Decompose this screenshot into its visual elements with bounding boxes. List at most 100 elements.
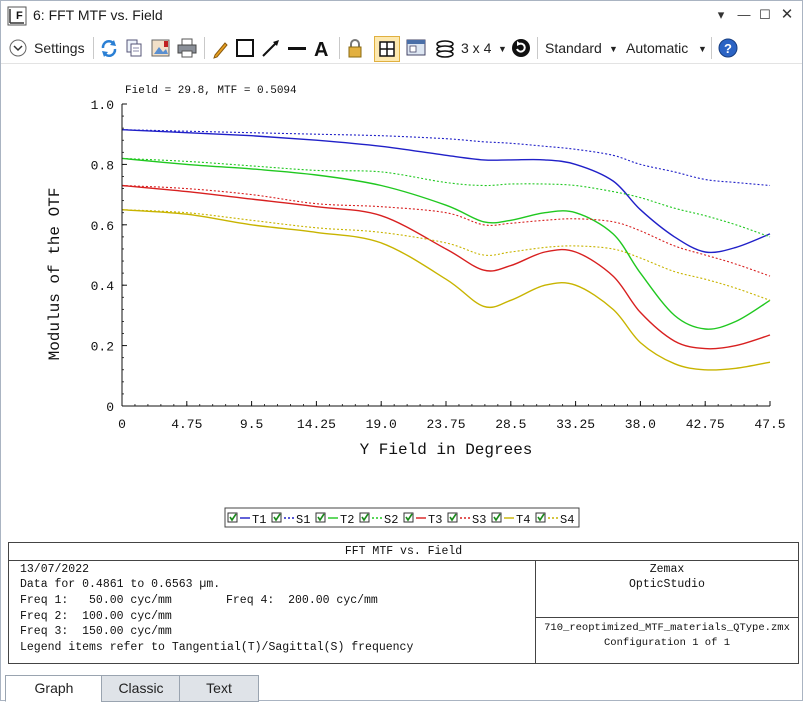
save-image-icon[interactable] xyxy=(150,37,172,59)
close-button[interactable]: ✕ xyxy=(780,6,794,23)
info-freq1: Freq 1: 50.00 cyc/mm xyxy=(20,594,172,607)
settings-button[interactable]: Settings xyxy=(34,40,85,56)
info-freq3: Freq 3: 150.00 cyc/mm xyxy=(20,625,172,638)
y-tick-label: 0.6 xyxy=(91,219,114,234)
legend-label: S1 xyxy=(296,513,310,527)
rectangle-icon[interactable] xyxy=(235,37,255,59)
x-tick-label: 14.25 xyxy=(297,417,336,432)
help-icon[interactable]: ? xyxy=(717,37,739,59)
x-axis-title: Y Field in Degrees xyxy=(360,441,533,459)
legend-label: T3 xyxy=(428,513,442,527)
series-line-s4 xyxy=(121,209,771,301)
x-tick-label: 19.0 xyxy=(366,417,397,432)
text-tool-icon[interactable]: A xyxy=(312,37,334,59)
legend-check-icon xyxy=(405,513,413,522)
legend-check-icon xyxy=(273,513,281,522)
print-icon[interactable] xyxy=(176,37,198,59)
plot-area[interactable]: Field = 29.8, MTF = 0.5094 0 4.75 9.5 14.25… xyxy=(1,64,802,539)
info-divider xyxy=(536,617,798,618)
cursor-readout: Field = 29.8, MTF = 0.5094 xyxy=(125,85,297,97)
legend-checkbox xyxy=(491,512,502,523)
legend-label: S2 xyxy=(384,513,398,527)
pencil-icon[interactable] xyxy=(210,37,230,59)
legend-label: S3 xyxy=(472,513,486,527)
copy-icon[interactable] xyxy=(124,37,144,59)
series-line-s1 xyxy=(121,129,771,187)
tab-classic[interactable]: Classic xyxy=(101,675,181,702)
line-icon[interactable] xyxy=(286,37,308,59)
rotate-icon[interactable] xyxy=(510,37,532,59)
x-tick-label: 28.5 xyxy=(495,417,526,432)
info-date: 13/07/2022 xyxy=(20,563,90,576)
tab-graph[interactable]: Graph xyxy=(5,675,103,702)
layers-icon[interactable] xyxy=(434,37,456,59)
layout-dropdown-arrow-icon[interactable]: ▼ xyxy=(498,44,507,54)
x-tick-label: 33.25 xyxy=(556,417,595,432)
x-tick-label: 9.5 xyxy=(240,417,263,432)
standard-dropdown[interactable]: Standard xyxy=(545,40,602,56)
svg-text:F: F xyxy=(16,10,23,22)
info-file: 710_reoptimized_MTF_materials_QType.zmx xyxy=(544,622,790,634)
svg-text:?: ? xyxy=(724,41,732,56)
view-tabs: Graph Classic Text xyxy=(1,675,802,702)
x-tick-label: 23.75 xyxy=(426,417,465,432)
legend-checkbox xyxy=(447,512,458,523)
info-panel: FFT MTF vs. Field 13/07/2022 Data for 0.… xyxy=(8,542,799,664)
lock-icon[interactable] xyxy=(345,37,365,59)
settings-chevron-icon[interactable] xyxy=(9,39,27,57)
automatic-dropdown-arrow-icon[interactable]: ▼ xyxy=(698,44,707,54)
y-tick-label: 1.0 xyxy=(91,98,114,113)
y-tick-label: 0.2 xyxy=(91,340,114,355)
legend-check-icon xyxy=(229,513,237,522)
legend-check-icon xyxy=(361,513,369,522)
y-tick-label: 0.4 xyxy=(91,279,115,294)
legend: T1 S1 T2 S2 T3 S3 T4 S4 xyxy=(224,507,580,528)
zoom-fit-icon xyxy=(379,41,395,57)
legend-label: T4 xyxy=(516,513,530,527)
info-freq4: Freq 4: 200.00 cyc/mm xyxy=(226,594,378,607)
legend-checkbox xyxy=(403,512,414,523)
layout-dropdown[interactable]: 3 x 4 xyxy=(461,40,492,56)
toolbar-divider xyxy=(537,37,538,59)
legend-label: T2 xyxy=(340,513,354,527)
svg-text:A: A xyxy=(314,39,328,59)
zoom-fit-button[interactable] xyxy=(374,36,400,62)
info-legend-note: Legend items refer to Tangential(T)/Sagi… xyxy=(20,641,414,654)
y-tick-label: 0 xyxy=(106,400,114,415)
mtf-chart[interactable]: Field = 29.8, MTF = 0.5094 0 4.75 9.5 14.25… xyxy=(1,64,802,539)
legend-check-icon xyxy=(449,513,457,522)
info-data-range: Data for 0.4861 to 0.6563 µm. xyxy=(20,578,221,591)
series-line-s3 xyxy=(121,184,771,277)
info-company: Zemax xyxy=(649,563,685,576)
toolbar-divider xyxy=(93,37,94,59)
tab-text[interactable]: Text xyxy=(179,675,259,702)
window-title: 6: FFT MTF vs. Field xyxy=(33,7,163,23)
maximize-button[interactable]: ☐ xyxy=(759,7,771,22)
toolbar-divider xyxy=(711,37,712,59)
legend-check-icon xyxy=(493,513,501,522)
info-header: FFT MTF vs. Field xyxy=(9,543,798,561)
series-line-t4 xyxy=(121,209,771,371)
automatic-dropdown[interactable]: Automatic xyxy=(626,40,689,56)
legend-label: T1 xyxy=(252,513,266,527)
info-divider xyxy=(535,561,536,663)
legend-box xyxy=(224,507,580,528)
toolbar-divider xyxy=(204,37,205,59)
series-line-t1 xyxy=(121,129,771,254)
minimize-button[interactable]: — xyxy=(737,7,751,22)
x-tick-label: 4.75 xyxy=(171,417,202,432)
arrow-line-icon[interactable] xyxy=(260,37,282,59)
refresh-icon[interactable] xyxy=(99,37,119,59)
title-bar: F 6: FFT MTF vs. Field ▾ — ☐ ✕ xyxy=(1,1,802,31)
toolbar-divider xyxy=(339,37,340,59)
info-product: OpticStudio xyxy=(629,578,705,591)
x-tick-label: 47.5 xyxy=(754,417,785,432)
info-config: Configuration 1 of 1 xyxy=(603,637,731,649)
legend-checkbox xyxy=(227,512,238,523)
window-layout-icon[interactable] xyxy=(405,37,427,59)
toolbar: Settings xyxy=(1,33,802,64)
dropdown-menu-icon[interactable]: ▾ xyxy=(717,7,725,22)
legend-checkbox xyxy=(271,512,282,523)
standard-dropdown-arrow-icon[interactable]: ▼ xyxy=(609,44,618,54)
